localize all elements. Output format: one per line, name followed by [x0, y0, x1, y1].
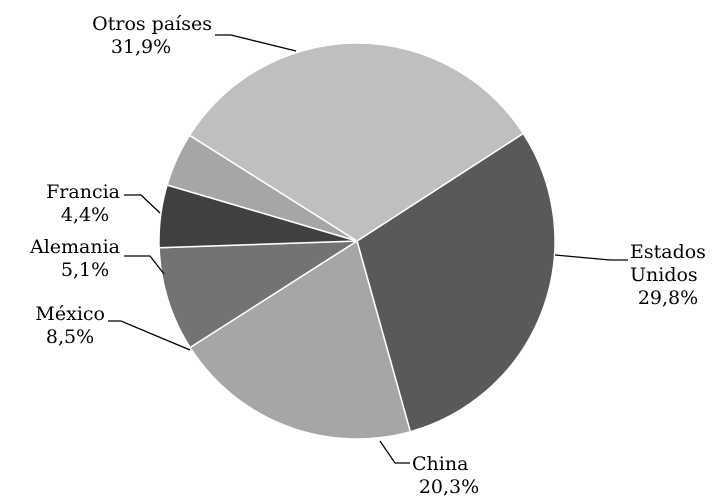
slice-name-label: China [412, 453, 468, 475]
slice-name-label: Alemania [29, 236, 120, 258]
slice-name-label: Francia [46, 181, 120, 203]
leader-line [124, 256, 164, 274]
slice-value-label: 31,9% [111, 36, 171, 58]
slice-name-label: México [35, 303, 105, 325]
slice-name-label: Unidos [630, 264, 698, 286]
slice-value-label: 20,3% [419, 476, 479, 498]
leader-line [555, 255, 628, 260]
slice-name-label: Estados [630, 241, 706, 263]
leader-line [124, 195, 160, 213]
slice-value-label: 29,8% [638, 287, 698, 309]
slice-value-label: 4,4% [61, 204, 109, 226]
slice-name-label: Otros países [92, 13, 212, 35]
slice-value-label: 5,1% [61, 259, 109, 281]
pie-slices [159, 43, 555, 439]
slice-value-label: 8,5% [46, 326, 94, 348]
leader-line [380, 441, 410, 463]
leader-line [215, 35, 296, 51]
